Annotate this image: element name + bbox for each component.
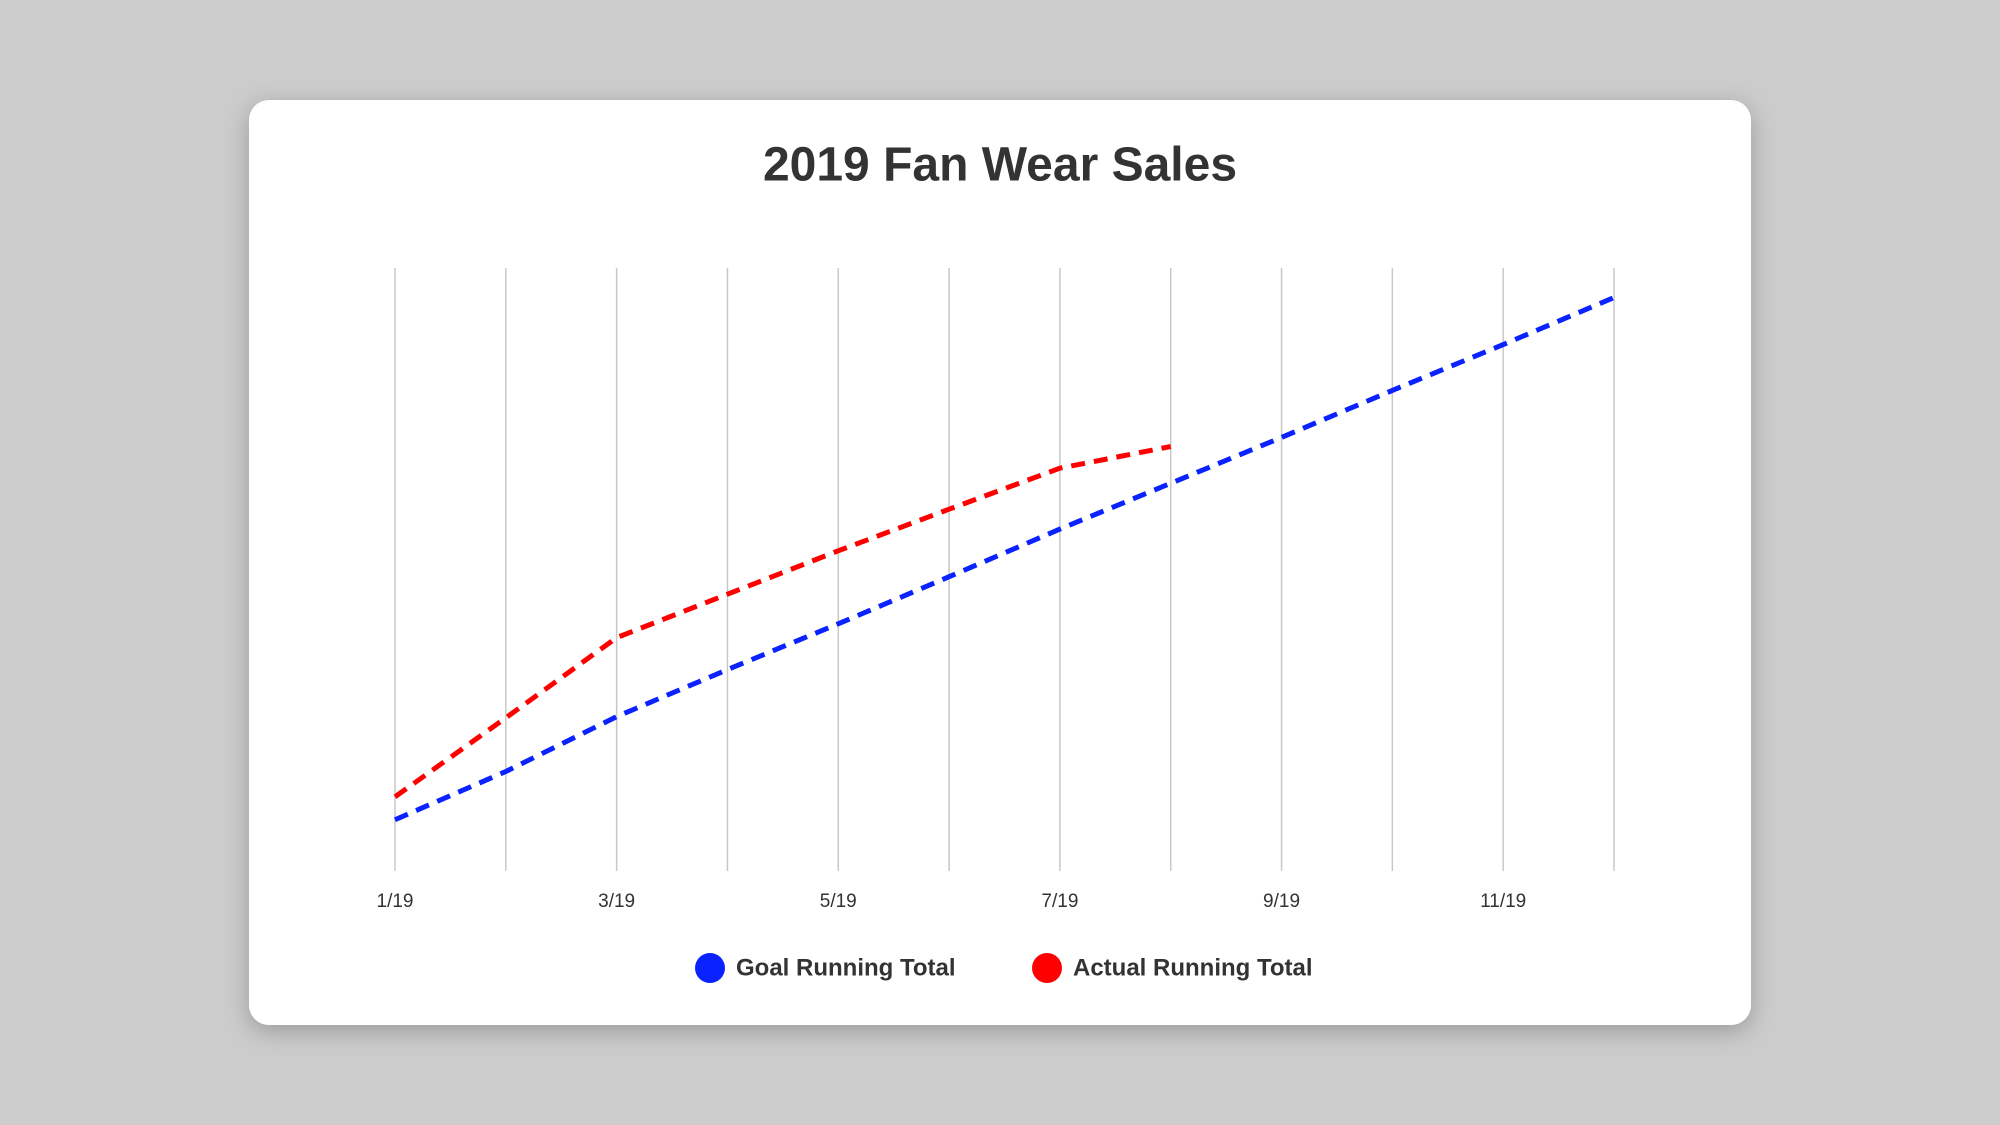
legend-label: Goal Running Total	[736, 954, 956, 981]
card	[249, 100, 1751, 1025]
series-line	[394, 295, 1615, 823]
x-tick-label: 1/19	[377, 891, 414, 912]
x-tick-label: 7/19	[1041, 891, 1078, 912]
x-tick-label: 11/19	[1480, 891, 1526, 912]
x-tick-label: 3/19	[598, 891, 635, 912]
legend-swatch	[1032, 953, 1062, 983]
x-tick-label: 9/19	[1263, 891, 1300, 912]
chart-title: 2019 Fan Wear Sales	[763, 139, 1237, 192]
legend-label: Actual Running Total	[1073, 954, 1313, 981]
x-tick-label: 5/19	[820, 891, 857, 912]
legend-swatch	[695, 953, 725, 983]
